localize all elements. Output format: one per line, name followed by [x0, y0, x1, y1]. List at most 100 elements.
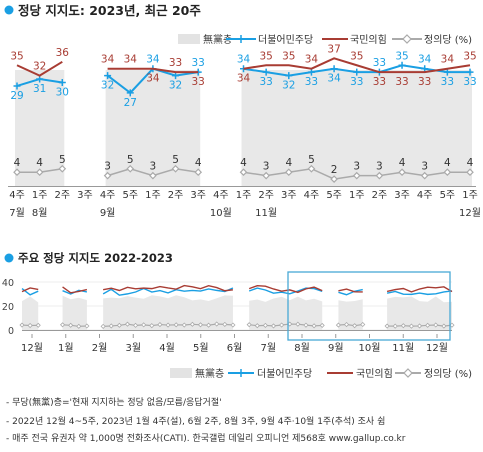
bottom-series-line-2	[62, 324, 87, 327]
dem-point	[285, 72, 293, 80]
data-label: 33	[192, 57, 205, 69]
data-label: 5	[127, 154, 134, 166]
bottom-just-point	[441, 323, 447, 329]
bottom-just-point	[165, 322, 171, 328]
legend-swatch-none	[178, 34, 200, 44]
data-label: 33	[418, 76, 431, 88]
data-label: 37	[327, 43, 340, 55]
note-line-3: - 매주 전국 유권자 약 1,000명 전화조사(CATI). 한국갤럽 데일…	[6, 432, 406, 444]
series-line-1	[243, 57, 471, 74]
bottom-just-point	[246, 322, 252, 328]
legend-label-dem: 더불어민주당	[258, 34, 313, 46]
x-tick-label: 4주	[304, 190, 320, 201]
data-label: 3	[104, 161, 111, 173]
bottom-series-line-0	[386, 290, 453, 296]
bottom-just-point	[214, 321, 220, 327]
data-label: 34	[237, 54, 251, 66]
bottom-series-line-0	[102, 287, 234, 296]
bottom-legend-label-dem: 더불어민주당	[257, 368, 312, 380]
bottom-legend: 無黨층 더불어민주당 국민의힘 정의당 (%)	[170, 367, 472, 380]
bottom-just-point	[262, 322, 268, 328]
bottom-just-point	[108, 323, 114, 329]
bottom-just-point	[408, 323, 414, 329]
data-label: 34	[124, 54, 138, 66]
x-tick-label: 3주	[281, 190, 297, 201]
bottom-none-area	[249, 296, 323, 330]
bottom-just-point	[181, 322, 187, 328]
bottom-month-label: 12월	[426, 342, 448, 354]
y-tick-label: 40	[2, 278, 14, 289]
bottom-just-point	[60, 322, 66, 328]
none-party-band	[105, 70, 201, 186]
dem-point	[104, 72, 112, 80]
bottom-just-point	[27, 322, 33, 329]
none-party-band	[15, 70, 65, 186]
bottom-just-point	[352, 323, 358, 329]
just-point	[171, 164, 180, 173]
bottom-just-point	[270, 323, 277, 329]
data-label: 34	[305, 54, 319, 66]
x-tick-label: 2주	[372, 190, 388, 201]
data-label: 4	[285, 157, 292, 169]
x-tick-label: 4주	[9, 190, 25, 201]
x-tick-label: 1주	[145, 190, 161, 201]
bottom-just-point	[295, 321, 301, 327]
x-tick-label: 1주	[32, 190, 48, 201]
bottom-just-point	[189, 321, 195, 327]
bottom-just-point	[76, 323, 82, 329]
bottom-just-point	[311, 323, 317, 329]
x-tick-label: 5주	[326, 190, 342, 201]
bottom-just-point	[124, 321, 131, 327]
bottom-month-label: 5월	[193, 342, 209, 354]
data-label: 35	[259, 50, 272, 62]
x-tick-label: 1주	[236, 190, 252, 201]
bottom-series-line-1	[338, 288, 363, 293]
bottom-legend-swatch-none	[170, 368, 192, 378]
just-point	[13, 168, 21, 177]
note-line-1: - 무당(無黨)층='현재 지지하는 정당 없음/모름/응답거절'	[6, 396, 222, 408]
just-point	[194, 168, 203, 177]
bottom-month-label: 3월	[125, 342, 141, 354]
bottom-month-label: 10월	[359, 342, 381, 354]
data-label: 5	[172, 154, 179, 166]
data-label: 33	[395, 76, 408, 88]
x-tick-label: 5주	[122, 190, 138, 201]
bottom-none-area	[338, 299, 363, 330]
just-point	[35, 168, 44, 177]
bottom-just-point	[303, 322, 309, 328]
bottom-month-label: 9월	[328, 342, 344, 354]
just-point	[126, 164, 135, 173]
bottom-just-point	[360, 321, 366, 328]
x-tick-label: 3주	[190, 190, 206, 201]
data-label: 33	[373, 76, 386, 88]
month-label: 7월	[9, 207, 25, 219]
bottom-just-point	[279, 322, 285, 328]
just-point	[352, 171, 361, 180]
bottom-just-point	[384, 323, 390, 329]
dem-point	[172, 72, 180, 80]
data-label: 36	[56, 47, 70, 59]
bottom-just-point	[416, 323, 423, 329]
data-label: 4	[36, 157, 43, 169]
just-point	[103, 171, 112, 180]
data-label: 3	[421, 161, 428, 173]
bottom-just-point	[319, 322, 325, 328]
bottom-legend-label-just: 정의당 (%)	[424, 368, 472, 380]
x-tick-label: 3주	[77, 190, 93, 201]
just-point	[420, 171, 429, 180]
just-point	[284, 168, 293, 177]
data-label: 33	[441, 76, 454, 88]
x-tick-label: 4주	[213, 190, 229, 201]
data-label: 33	[305, 76, 318, 88]
data-label: 35	[10, 50, 23, 62]
y-tick-label: 20	[2, 302, 14, 313]
data-label: 34	[418, 54, 432, 66]
bottom-series-line-1	[103, 284, 234, 292]
bottom-month-label: 11월	[392, 342, 414, 354]
data-label: 30	[56, 87, 69, 99]
data-label: 2	[331, 164, 338, 176]
bottom-just-point	[149, 323, 155, 329]
data-label: 33	[350, 76, 363, 88]
